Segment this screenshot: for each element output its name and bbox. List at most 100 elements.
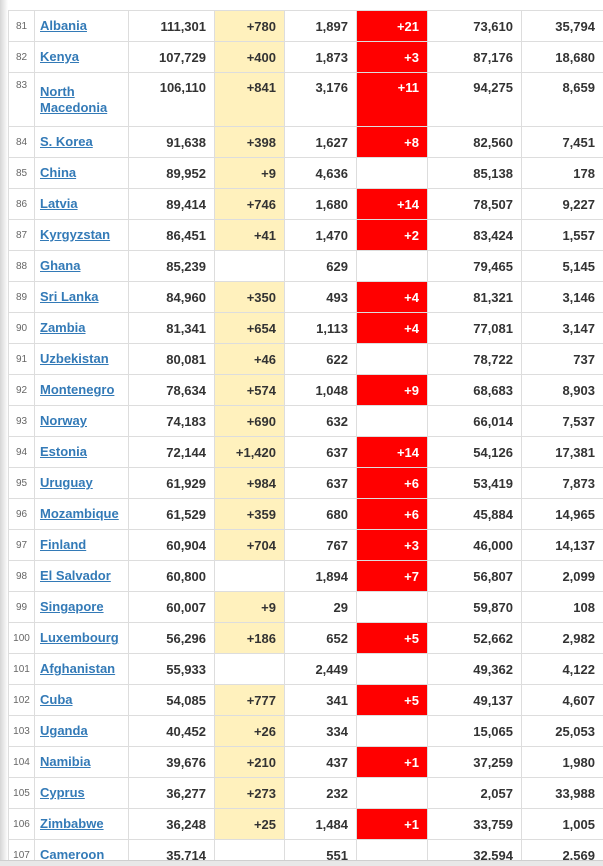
country-link[interactable]: Uganda: [40, 723, 88, 738]
country-cell: Cuba: [34, 684, 129, 716]
country-link[interactable]: Singapore: [40, 599, 104, 614]
country-link[interactable]: Zambia: [40, 320, 86, 335]
country-link[interactable]: China: [40, 165, 77, 180]
total-cases-cell: 84,960: [128, 281, 215, 313]
country-link[interactable]: Kyrgyzstan: [40, 227, 111, 242]
country-link[interactable]: Cyprus: [40, 785, 85, 800]
total-deaths-cell: 680: [284, 498, 357, 530]
country-link[interactable]: Afghanistan: [40, 661, 116, 676]
country-cell: Latvia: [34, 188, 129, 220]
table-row: 97 Finland 60,904 +704 767 +3 46,000 14,137: [8, 529, 603, 561]
total-recovered-cell: 59,870: [427, 591, 522, 623]
new-deaths-cell: +9: [356, 374, 428, 406]
row-rank: 95: [8, 467, 35, 499]
total-recovered-cell: 45,884: [427, 498, 522, 530]
new-deaths-cell: +5: [356, 684, 428, 716]
total-cases-cell: 56,296: [128, 622, 215, 654]
new-deaths-cell: [356, 591, 428, 623]
active-cases-cell: 14,137: [521, 529, 603, 561]
new-cases-cell: +574: [214, 374, 285, 406]
total-recovered-cell: 66,014: [427, 405, 522, 437]
country-link[interactable]: Luxembourg: [40, 630, 119, 645]
total-cases-cell: 36,248: [128, 808, 215, 840]
active-cases-cell: 737: [521, 343, 603, 375]
total-cases-cell: 74,183: [128, 405, 215, 437]
country-link[interactable]: Mozambique: [40, 506, 119, 521]
row-rank: 96: [8, 498, 35, 530]
total-deaths-cell: 232: [284, 777, 357, 809]
active-cases-cell: 1,980: [521, 746, 603, 778]
row-rank: 89: [8, 281, 35, 313]
total-cases-cell: 78,634: [128, 374, 215, 406]
new-deaths-cell: +6: [356, 498, 428, 530]
country-link[interactable]: Albania: [40, 18, 87, 33]
total-cases-cell: 86,451: [128, 219, 215, 251]
country-cell: Kyrgyzstan: [34, 219, 129, 251]
new-cases-cell: +359: [214, 498, 285, 530]
total-deaths-cell: 341: [284, 684, 357, 716]
total-deaths-cell: 632: [284, 405, 357, 437]
country-link[interactable]: Uruguay: [40, 475, 93, 490]
total-recovered-cell: 2,057: [427, 777, 522, 809]
total-deaths-cell: 2,449: [284, 653, 357, 685]
total-cases-cell: 81,341: [128, 312, 215, 344]
total-recovered-cell: 33,759: [427, 808, 522, 840]
country-link[interactable]: Cameroon: [40, 847, 105, 862]
active-cases-cell: 8,903: [521, 374, 603, 406]
country-link[interactable]: Sri Lanka: [40, 289, 99, 304]
country-link[interactable]: Namibia: [40, 754, 91, 769]
new-deaths-cell: +6: [356, 467, 428, 499]
horizontal-scrollbar[interactable]: [0, 860, 603, 866]
country-link[interactable]: Latvia: [40, 196, 78, 211]
table-row: 96 Mozambique 61,529 +359 680 +6 45,884 14,965: [8, 498, 603, 530]
total-cases-cell: 107,729: [128, 41, 215, 73]
new-cases-cell: +654: [214, 312, 285, 344]
country-link[interactable]: El Salvador: [40, 568, 111, 583]
country-cell: Uruguay: [34, 467, 129, 499]
total-deaths-cell: 652: [284, 622, 357, 654]
total-recovered-cell: 85,138: [427, 157, 522, 189]
table-row: 87 Kyrgyzstan 86,451 +41 1,470 +2 83,424 1,557: [8, 219, 603, 251]
new-deaths-cell: [356, 250, 428, 282]
country-link[interactable]: North Macedonia: [40, 83, 108, 115]
table-body: 81 Albania 111,301 +780 1,897 +21 73,610 35,794…: [8, 10, 603, 866]
country-link[interactable]: Ghana: [40, 258, 81, 273]
country-link[interactable]: Estonia: [40, 444, 87, 459]
country-link[interactable]: Finland: [40, 537, 87, 552]
total-recovered-cell: 78,722: [427, 343, 522, 375]
country-cell: Zimbabwe: [34, 808, 129, 840]
country-link[interactable]: Kenya: [40, 49, 80, 64]
table-row: 85 China 89,952 +9 4,636 85,138 178: [8, 157, 603, 189]
country-link[interactable]: Zimbabwe: [40, 816, 104, 831]
total-cases-cell: 61,929: [128, 467, 215, 499]
new-cases-cell: [214, 250, 285, 282]
new-deaths-cell: +4: [356, 312, 428, 344]
new-cases-cell: +690: [214, 405, 285, 437]
total-deaths-cell: 29: [284, 591, 357, 623]
new-deaths-cell: +14: [356, 436, 428, 468]
active-cases-cell: 5,145: [521, 250, 603, 282]
active-cases-cell: 1,005: [521, 808, 603, 840]
active-cases-cell: 7,537: [521, 405, 603, 437]
country-link[interactable]: S. Korea: [40, 134, 93, 149]
new-cases-cell: +1,420: [214, 436, 285, 468]
country-link[interactable]: Uzbekistan: [40, 351, 109, 366]
new-cases-cell: +398: [214, 126, 285, 158]
total-recovered-cell: 82,560: [427, 126, 522, 158]
total-cases-cell: 80,081: [128, 343, 215, 375]
country-cell: Montenegro: [34, 374, 129, 406]
active-cases-cell: 25,053: [521, 715, 603, 747]
active-cases-cell: 17,381: [521, 436, 603, 468]
country-link[interactable]: Cuba: [40, 692, 73, 707]
total-deaths-cell: 637: [284, 436, 357, 468]
country-link[interactable]: Montenegro: [40, 382, 115, 397]
row-rank: 88: [8, 250, 35, 282]
country-link[interactable]: Norway: [40, 413, 87, 428]
total-cases-cell: 60,904: [128, 529, 215, 561]
country-cell: Sri Lanka: [34, 281, 129, 313]
new-deaths-cell: +5: [356, 622, 428, 654]
table-row: 95 Uruguay 61,929 +984 637 +6 53,419 7,873: [8, 467, 603, 499]
total-recovered-cell: 49,137: [427, 684, 522, 716]
country-cell: Norway: [34, 405, 129, 437]
row-rank: 92: [8, 374, 35, 406]
